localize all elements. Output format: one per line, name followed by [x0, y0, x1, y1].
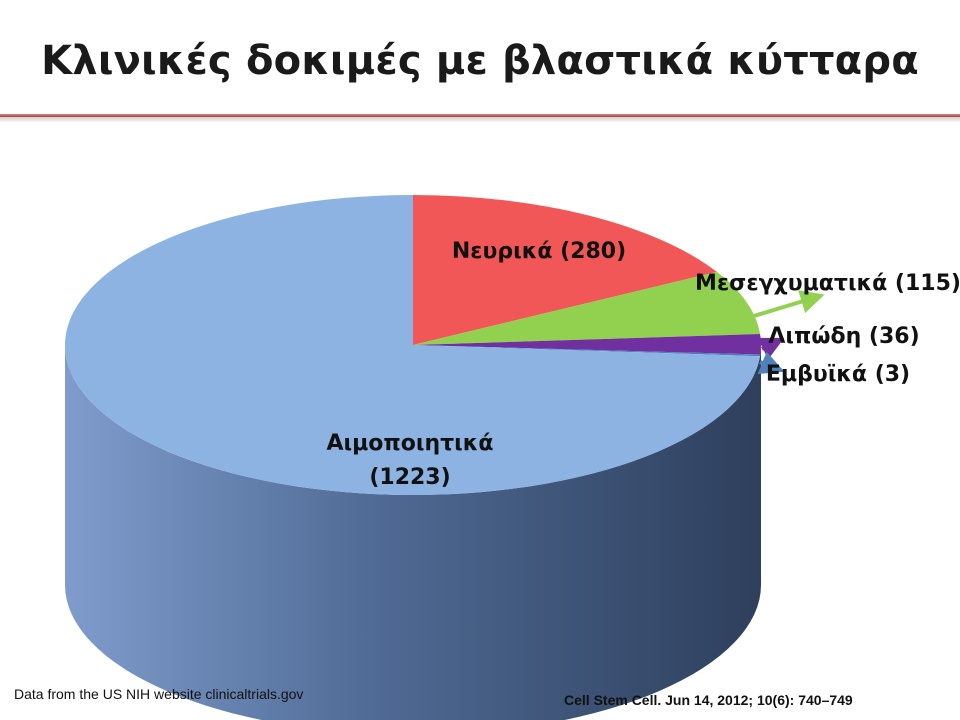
arrow-slice: [757, 351, 785, 375]
pie-slices: [65, 195, 761, 496]
title-divider: [0, 114, 960, 117]
citation: Cell Stem Cell. Jun 14, 2012; 10(6): 740…: [564, 692, 853, 708]
source-note: Data from the US NIH website clinicaltri…: [14, 686, 304, 702]
pie-side-wall: [65, 345, 761, 720]
arrow-slice: [743, 290, 825, 321]
pie-slice-slice: [413, 334, 761, 355]
slice-labels: Νευρικά (280) Μεσεγχυματικά (115) Λιπώδη (…: [326, 239, 960, 490]
label-arrows: [743, 290, 825, 375]
arrow-slice: [757, 337, 785, 360]
pie-slice-slice: [413, 195, 717, 345]
pie-slice-slice: [65, 195, 761, 496]
slice-label-slice-line-1: Αιμοποιητικά: [326, 431, 493, 456]
slice-label-slice-line-2: (1223): [369, 465, 450, 490]
title-divider-shadow: [0, 117, 960, 123]
slice-label-slice: Μεσεγχυματικά (115): [695, 271, 960, 296]
slice-label-slice: Λιπώδη (36): [768, 324, 919, 349]
pie-slice-slice: [413, 271, 761, 345]
slice-label-slice: Εμβυϊκά (3): [766, 362, 910, 387]
page-title: Κλινικές δοκιμές με βλαστικά κύτταρα: [41, 38, 919, 84]
slice-label-slice: Νευρικά (280): [452, 239, 626, 264]
pie-slice-slice: [413, 345, 761, 357]
